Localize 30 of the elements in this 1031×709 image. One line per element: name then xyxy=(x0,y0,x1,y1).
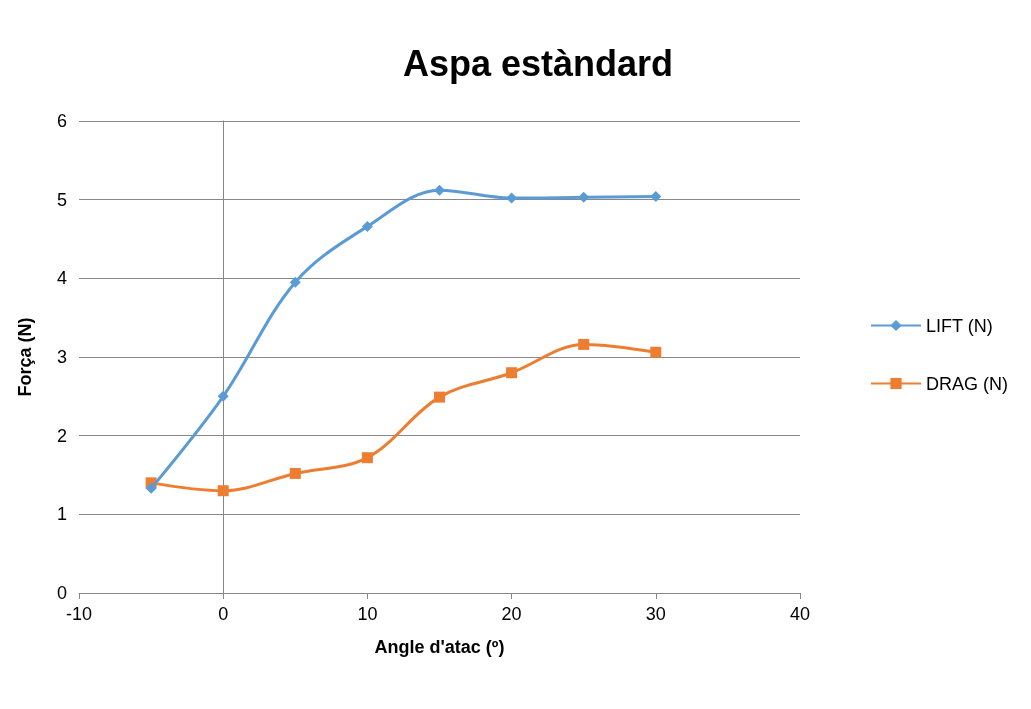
x-tick-label: 10 xyxy=(357,604,378,624)
x-tick-label: -10 xyxy=(65,604,93,624)
point xyxy=(217,485,229,497)
y-tick-label: 5 xyxy=(56,189,67,210)
point xyxy=(217,390,229,402)
chart-title: Aspa estàndard xyxy=(402,42,674,84)
point xyxy=(650,346,662,358)
y-tick-label: 1 xyxy=(56,504,67,525)
point xyxy=(434,184,445,196)
point xyxy=(506,367,518,379)
y-tick-label: 2 xyxy=(56,425,67,446)
legend-label: LIFT (N) xyxy=(926,315,993,336)
legend-label: DRAG (N) xyxy=(926,373,1009,394)
point xyxy=(289,276,301,288)
y-tick-label: 6 xyxy=(56,111,67,131)
x-axis-title: Angle d'atac (º) xyxy=(374,637,505,657)
point xyxy=(434,391,445,403)
y-tick-label: 3 xyxy=(56,347,67,367)
y-axis-title: Força (N) xyxy=(15,317,35,397)
point xyxy=(578,338,590,350)
x-tick-label: 20 xyxy=(501,604,522,624)
x-tick-label: 40 xyxy=(789,604,811,624)
point xyxy=(361,220,373,232)
x-tick-label: 0 xyxy=(218,604,229,624)
x-tick-label: 30 xyxy=(645,604,666,624)
y-tick-label: 4 xyxy=(56,268,67,289)
point xyxy=(145,482,157,494)
point xyxy=(361,452,373,464)
y-tick-label: 0 xyxy=(56,583,67,603)
point xyxy=(289,467,301,479)
